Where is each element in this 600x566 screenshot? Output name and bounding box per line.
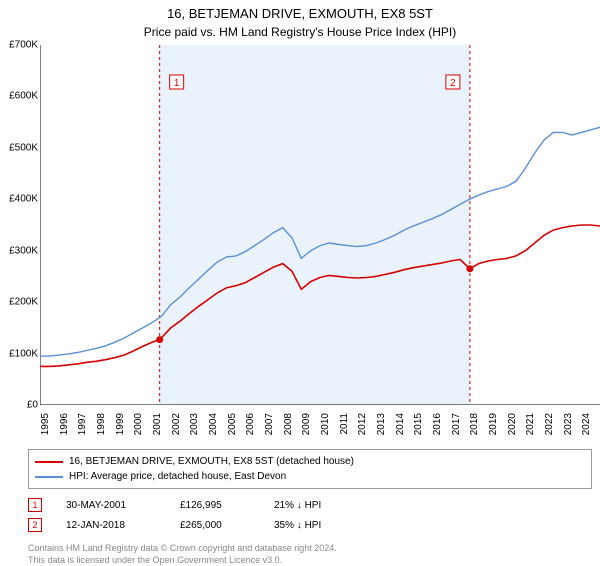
sale-price: £265,000 xyxy=(180,520,250,531)
y-axis-label: £700K xyxy=(0,40,38,51)
footer-line-2: This data is licensed under the Open Gov… xyxy=(28,555,592,566)
x-axis-label: 1996 xyxy=(59,413,70,443)
x-axis-label: 2003 xyxy=(189,413,200,443)
y-axis-label: £0 xyxy=(0,400,38,411)
x-axis-label: 2009 xyxy=(301,413,312,443)
x-axis-label: 2001 xyxy=(152,413,163,443)
x-axis-label: 2017 xyxy=(451,413,462,443)
x-axis-label: 2008 xyxy=(283,413,294,443)
sales-table: 1 30-MAY-2001 £126,995 21% ↓ HPI 2 12-JAN-201… xyxy=(28,495,592,535)
x-axis-label: 2006 xyxy=(245,413,256,443)
x-axis-label: 2000 xyxy=(133,413,144,443)
y-axis-label: £400K xyxy=(0,194,38,205)
x-axis-label: 2002 xyxy=(171,413,182,443)
x-axis-label: 2013 xyxy=(376,413,387,443)
sale-row: 2 12-JAN-2018 £265,000 35% ↓ HPI xyxy=(28,515,592,535)
x-axis-label: 2024 xyxy=(581,413,592,443)
x-axis-label: 2011 xyxy=(339,413,350,443)
page-title: 16, BETJEMAN DRIVE, EXMOUTH, EX8 5ST xyxy=(0,0,600,21)
x-axis-label: 2018 xyxy=(469,413,480,443)
sale-date: 30-MAY-2001 xyxy=(66,500,156,511)
legend-label: 16, BETJEMAN DRIVE, EXMOUTH, EX8 5ST (de… xyxy=(69,454,354,469)
y-axis-label: £300K xyxy=(0,245,38,256)
x-axis-label: 2015 xyxy=(413,413,424,443)
x-axis-label: 1995 xyxy=(40,413,51,443)
footer: Contains HM Land Registry data © Crown c… xyxy=(28,543,592,566)
legend: 16, BETJEMAN DRIVE, EXMOUTH, EX8 5ST (de… xyxy=(28,449,592,489)
legend-label: HPI: Average price, detached house, East… xyxy=(69,469,286,484)
legend-row: 16, BETJEMAN DRIVE, EXMOUTH, EX8 5ST (de… xyxy=(35,454,585,469)
x-axis-label: 2012 xyxy=(357,413,368,443)
x-axis-label: 2016 xyxy=(432,413,443,443)
x-axis-label: 1999 xyxy=(115,413,126,443)
legend-row: HPI: Average price, detached house, East… xyxy=(35,469,585,484)
x-axis-label: 2021 xyxy=(525,413,536,443)
x-axis-label: 2014 xyxy=(395,413,406,443)
footer-line-1: Contains HM Land Registry data © Crown c… xyxy=(28,543,592,555)
x-axis-label: 2010 xyxy=(320,413,331,443)
x-axis-label: 2004 xyxy=(208,413,219,443)
x-axis-label: 2019 xyxy=(488,413,499,443)
y-axis-label: £200K xyxy=(0,297,38,308)
sale-marker-box: 1 xyxy=(28,498,42,512)
sale-marker-box: 2 xyxy=(28,518,42,532)
chart-svg: 12 xyxy=(40,45,600,405)
chart: 12 £0£100K£200K£300K£400K£500K£600K£700K… xyxy=(40,45,600,405)
y-axis-label: £600K xyxy=(0,91,38,102)
legend-swatch xyxy=(35,461,63,463)
sale-delta: 21% ↓ HPI xyxy=(274,500,321,511)
sale-price: £126,995 xyxy=(180,500,250,511)
svg-text:1: 1 xyxy=(174,78,180,89)
sale-row: 1 30-MAY-2001 £126,995 21% ↓ HPI xyxy=(28,495,592,515)
x-axis-label: 2020 xyxy=(507,413,518,443)
x-axis-label: 2007 xyxy=(264,413,275,443)
svg-text:2: 2 xyxy=(450,78,456,89)
x-axis-label: 2022 xyxy=(544,413,555,443)
legend-swatch xyxy=(35,476,63,478)
x-axis-label: 2005 xyxy=(227,413,238,443)
sale-date: 12-JAN-2018 xyxy=(66,520,156,531)
sale-delta: 35% ↓ HPI xyxy=(274,520,321,531)
y-axis-label: £500K xyxy=(0,142,38,153)
x-axis-label: 1997 xyxy=(77,413,88,443)
y-axis-label: £100K xyxy=(0,348,38,359)
page-subtitle: Price paid vs. HM Land Registry's House … xyxy=(0,21,600,45)
x-axis-label: 2023 xyxy=(563,413,574,443)
x-axis-label: 1998 xyxy=(96,413,107,443)
